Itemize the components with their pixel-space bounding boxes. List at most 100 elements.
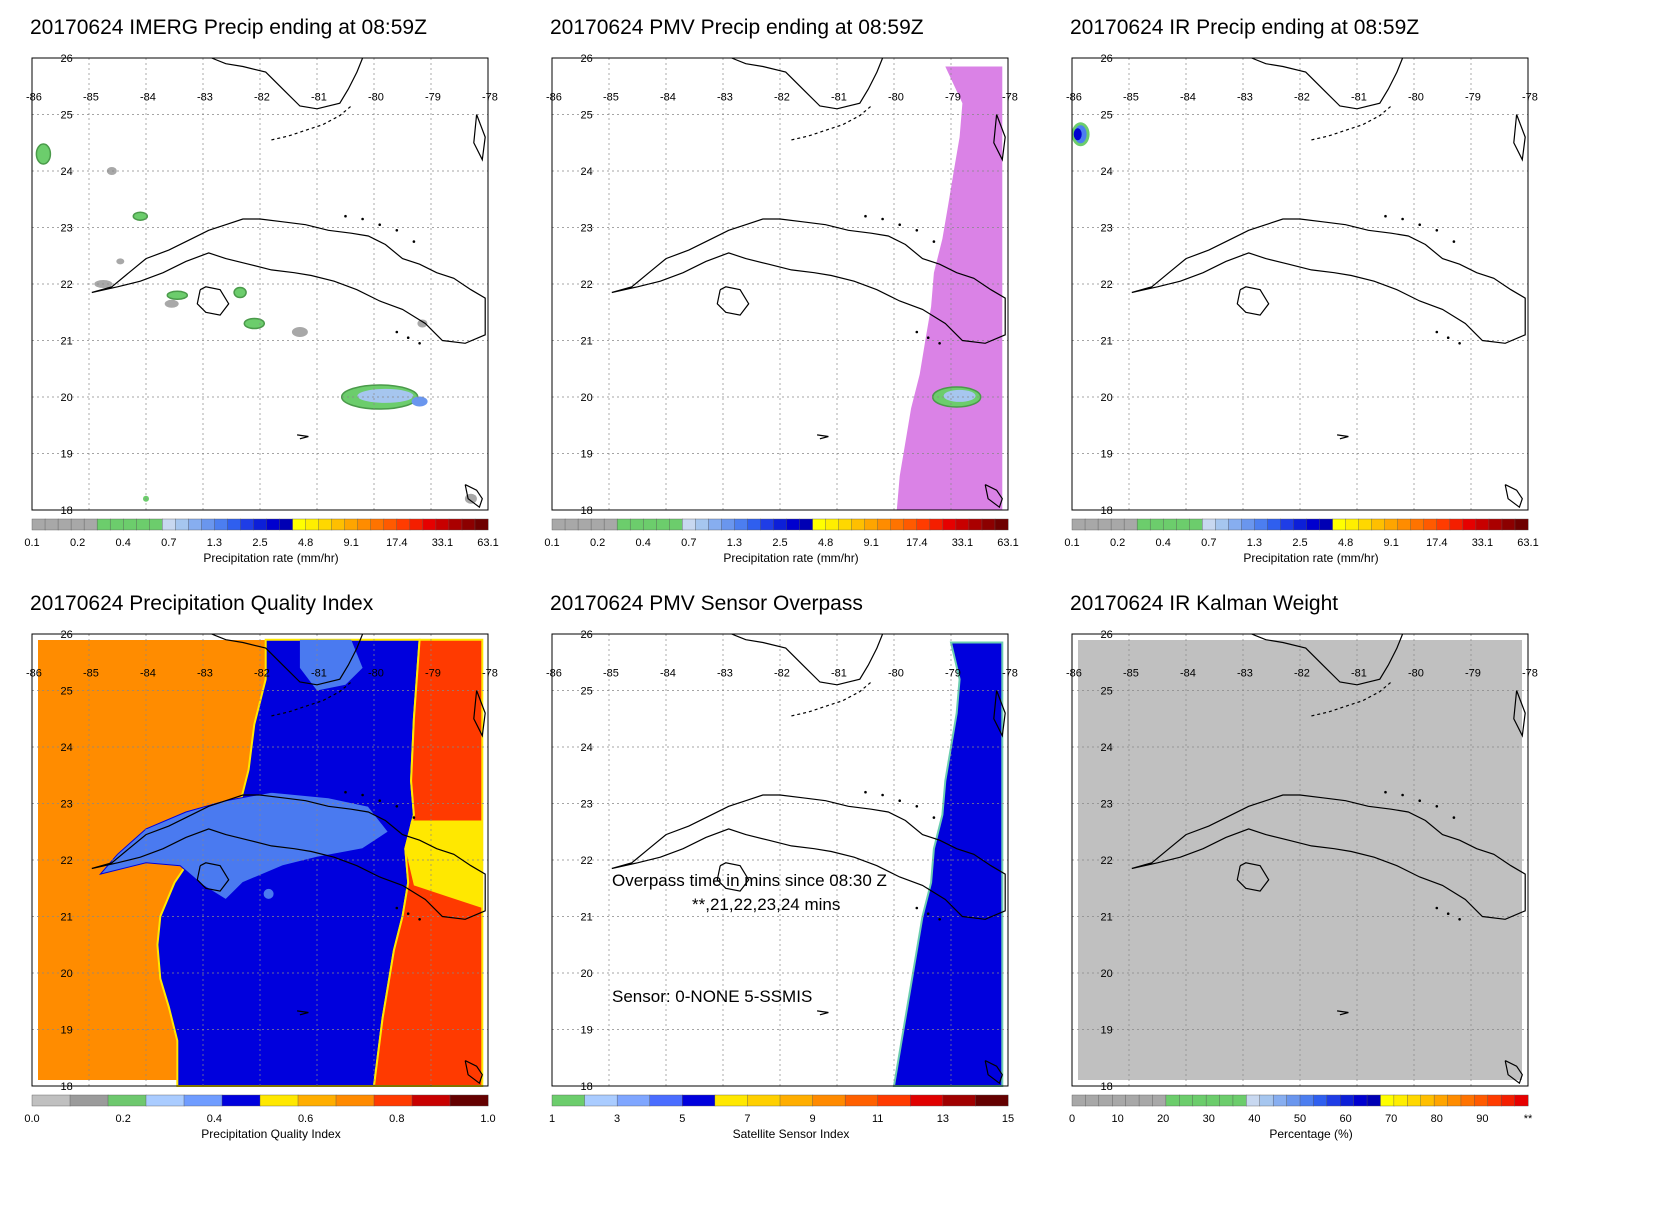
- colorbar-swatch: [812, 1094, 846, 1107]
- colorbar-swatch: [825, 518, 840, 531]
- colorbar-swatch: [1353, 1094, 1368, 1107]
- lat-label: 25: [1101, 686, 1113, 698]
- lon-label: -85: [83, 91, 99, 103]
- lon-label: -82: [1294, 91, 1310, 103]
- lat-label: 22: [61, 855, 73, 867]
- colorbar-swatch: [83, 518, 98, 531]
- colorbar-swatch: [629, 518, 644, 531]
- colorbar-swatch: [708, 518, 722, 531]
- colorbar-swatch: [1299, 1094, 1314, 1107]
- colorbar: 0.1 0.2 0.4 0.7 1.3 2.5 4.8 9.1 17.4 33.1 63.1: [1064, 518, 1539, 549]
- lat-label: 20: [581, 392, 593, 404]
- colorbar-tick: 4.8: [1338, 537, 1353, 549]
- colorbar-swatch: [786, 518, 801, 531]
- colorbar-swatch: [903, 518, 918, 531]
- lon-label: -81: [311, 667, 327, 679]
- colorbar-swatch: [1125, 1094, 1140, 1107]
- colorbar-swatch: [1085, 1094, 1100, 1107]
- colorbar-swatch: [96, 518, 111, 531]
- colorbar-tick: 17.4: [1426, 537, 1447, 549]
- colorbar-swatch: [145, 1094, 185, 1107]
- lon-label: -86: [546, 91, 562, 103]
- colorbar-swatch: [1123, 518, 1138, 531]
- colorbar-swatch: [373, 1094, 413, 1107]
- lat-label: 20: [581, 968, 593, 980]
- lat-label: 25: [581, 686, 593, 698]
- colorbar-swatch: [669, 518, 683, 531]
- lat-label: 26: [61, 53, 73, 65]
- colorbar-tick: 2.5: [772, 537, 787, 549]
- lon-label: -78: [1522, 667, 1538, 679]
- colorbar-swatch: [1149, 518, 1164, 531]
- panel-ir: 20170624 IR Precip ending at 08:59Z 26 25…: [1064, 16, 1550, 596]
- colorbar-swatch: [564, 518, 579, 531]
- map-frame: [551, 633, 1009, 1087]
- colorbar-swatch: [1475, 518, 1490, 531]
- colorbar-label: Precipitation Quality Index: [201, 1127, 341, 1141]
- colorbar-swatch: [183, 1094, 223, 1107]
- lat-label: 19: [581, 449, 593, 461]
- lat-label: 18: [1101, 1081, 1113, 1093]
- colorbar-swatch: [57, 518, 72, 531]
- colorbar-swatch: [1254, 518, 1268, 531]
- colorbar-swatch: [1138, 1094, 1153, 1107]
- colorbar-swatch: [409, 518, 424, 531]
- lat-label: 21: [61, 912, 73, 924]
- lat-label: 24: [1101, 742, 1113, 754]
- colorbar-tick: 7: [744, 1113, 750, 1125]
- colorbar-swatch: [383, 518, 398, 531]
- colorbar-swatch: [1460, 1094, 1475, 1107]
- colorbar-swatch: [1286, 1094, 1301, 1107]
- lon-label: -80: [1408, 91, 1424, 103]
- lat-label: 25: [61, 110, 73, 122]
- map-plot: 26 25 24 23 22 21 20 19 18 -86 -85 -84 -83 -82 -81 -80 -…: [1066, 629, 1538, 1093]
- colorbar-swatch: [682, 1094, 716, 1107]
- map-frame: [1071, 633, 1529, 1087]
- lon-label: -85: [83, 667, 99, 679]
- colorbar-swatch: [1272, 1094, 1288, 1107]
- annotation-overpass-times: **,21,22,23,24 mins: [692, 895, 840, 914]
- colorbar-swatch: [864, 518, 879, 531]
- lon-label: -83: [717, 667, 733, 679]
- colorbar-swatch: [70, 518, 85, 531]
- lat-label: 26: [581, 53, 593, 65]
- colorbar-swatch: [1474, 1094, 1489, 1107]
- panel-title: 20170624 PMV Sensor Overpass: [550, 592, 863, 615]
- colorbar-swatch: [838, 518, 853, 531]
- lon-label: -79: [945, 667, 961, 679]
- pmv-swath: [896, 66, 1003, 510]
- lat-label: 19: [581, 1025, 593, 1037]
- axis-labels: 26 25 24 23 22 21 20 19 18 -86 -85 -84 -83 -82 -81 -80 -…: [1066, 629, 1538, 1093]
- colorbar-swatch: [31, 1094, 71, 1107]
- colorbar-swatch: [214, 518, 228, 531]
- colorbar-swatch: [1228, 518, 1242, 531]
- colorbar-swatch: [1420, 1094, 1435, 1107]
- colorbar-swatch: [240, 518, 254, 531]
- colorbar-tick: 70: [1385, 1113, 1397, 1125]
- annotation-overpass-title: Overpass time in mins since 08:30 Z: [612, 871, 887, 890]
- colorbar-tick: 0.8: [389, 1113, 404, 1125]
- colorbar-swatch: [1071, 1094, 1086, 1107]
- colorbar-swatch: [1397, 518, 1412, 531]
- colorbar-tick: 3: [614, 1113, 620, 1125]
- coastline: [611, 57, 1006, 509]
- colorbar-swatch: [1514, 518, 1529, 531]
- lat-label: 20: [1101, 392, 1113, 404]
- lat-label: 22: [61, 279, 73, 291]
- colorbar-tick: **: [1524, 1113, 1533, 1125]
- axis-labels: 26 25 24 23 22 21 20 19 18 -86 -85 -84 -83 -82 -81 -80 -…: [546, 629, 1018, 1093]
- lon-label: -85: [1123, 91, 1139, 103]
- colorbar-swatch: [1380, 1094, 1395, 1107]
- lat-label: 26: [1101, 629, 1113, 641]
- colorbar-tick: 1.3: [207, 537, 222, 549]
- lat-label: 25: [1101, 110, 1113, 122]
- colorbar-swatch: [357, 518, 372, 531]
- colorbar-tick: 1.0: [480, 1113, 495, 1125]
- coastline: [91, 57, 486, 509]
- colorbar-tick: 0.7: [1201, 537, 1216, 549]
- colorbar-swatch: [253, 518, 268, 531]
- colorbar-tick: 9.1: [864, 537, 879, 549]
- colorbar-tick: 9: [810, 1113, 816, 1125]
- colorbar-swatch: [955, 518, 970, 531]
- lon-label: -83: [717, 91, 733, 103]
